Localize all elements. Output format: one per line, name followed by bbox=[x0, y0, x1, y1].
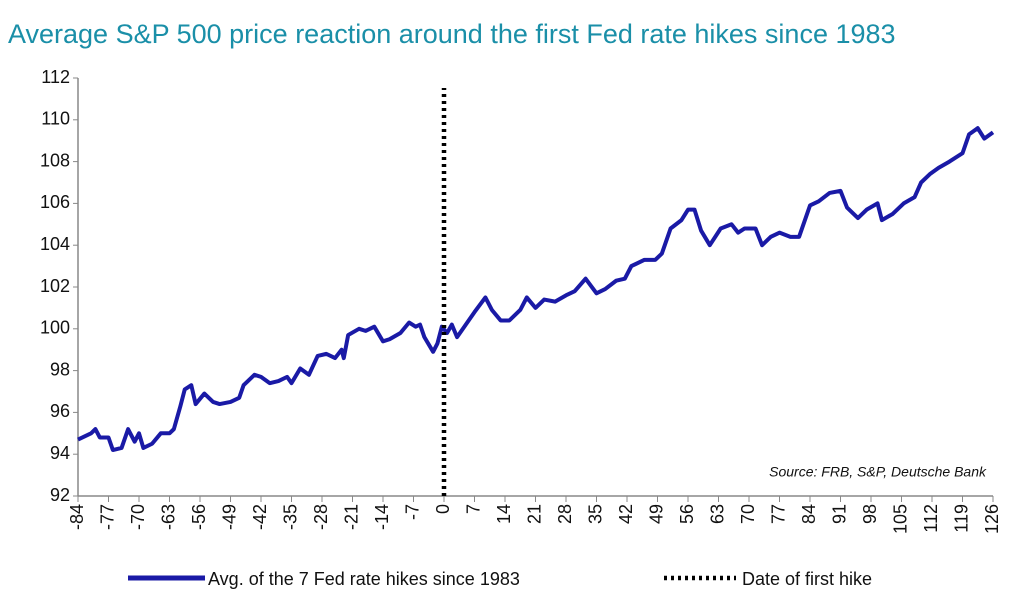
x-tick-label: 112 bbox=[921, 504, 941, 533]
y-tick-label: 94 bbox=[50, 443, 70, 463]
x-tick-label: -49 bbox=[219, 504, 239, 530]
y-tick-label: 102 bbox=[40, 276, 70, 296]
x-tick-label: -14 bbox=[372, 504, 392, 530]
y-tick-label: 112 bbox=[41, 67, 70, 87]
x-tick-label: 119 bbox=[951, 504, 971, 533]
x-tick-label: 49 bbox=[646, 504, 666, 524]
legend-label: Date of first hike bbox=[742, 569, 872, 589]
x-tick-label: 105 bbox=[890, 504, 910, 534]
x-tick-label: 126 bbox=[982, 504, 1002, 534]
x-tick-label: -63 bbox=[158, 504, 178, 530]
y-tick-label: 106 bbox=[40, 192, 70, 212]
x-tick-label: -84 bbox=[67, 504, 87, 530]
x-tick-label: -35 bbox=[280, 504, 300, 530]
series-line bbox=[77, 126, 995, 453]
x-tick-label: 21 bbox=[524, 504, 544, 524]
x-tick-label: 84 bbox=[799, 504, 819, 524]
y-tick-label: 104 bbox=[40, 234, 70, 254]
y-tick-label: 92 bbox=[50, 485, 70, 505]
x-tick-label: 7 bbox=[463, 504, 483, 514]
x-tick-label: 98 bbox=[860, 504, 880, 524]
x-tick-label: 70 bbox=[738, 504, 758, 524]
x-tick-label: 35 bbox=[585, 504, 605, 524]
x-tick-label: -56 bbox=[189, 504, 209, 530]
chart-title: Average S&P 500 price reaction around th… bbox=[8, 19, 896, 49]
x-tick-label: 42 bbox=[616, 504, 636, 524]
x-tick-label: 14 bbox=[494, 504, 514, 524]
y-tick-label: 100 bbox=[40, 318, 70, 338]
x-tick-label: -70 bbox=[128, 504, 148, 530]
x-tick-label: -7 bbox=[402, 504, 422, 520]
y-tick-label: 98 bbox=[50, 359, 70, 379]
legend-label: Avg. of the 7 Fed rate hikes since 1983 bbox=[208, 569, 520, 589]
x-tick-label: 91 bbox=[829, 504, 849, 524]
x-tick-label: 0 bbox=[433, 504, 453, 514]
x-tick-label: 56 bbox=[677, 504, 697, 524]
x-tick-label: -21 bbox=[341, 504, 361, 530]
y-tick-label: 110 bbox=[41, 109, 70, 129]
annotation: Source: FRB, S&P, Deutsche Bank bbox=[769, 464, 987, 480]
x-tick-label: -28 bbox=[311, 504, 331, 530]
x-tick-label: 28 bbox=[555, 504, 575, 524]
y-tick-label: 108 bbox=[40, 150, 70, 170]
x-tick-label: 77 bbox=[768, 504, 788, 524]
x-tick-label: 63 bbox=[707, 504, 727, 524]
x-tick-label: -42 bbox=[250, 504, 270, 530]
y-tick-label: 96 bbox=[50, 401, 70, 421]
x-tick-label: -77 bbox=[97, 504, 117, 530]
